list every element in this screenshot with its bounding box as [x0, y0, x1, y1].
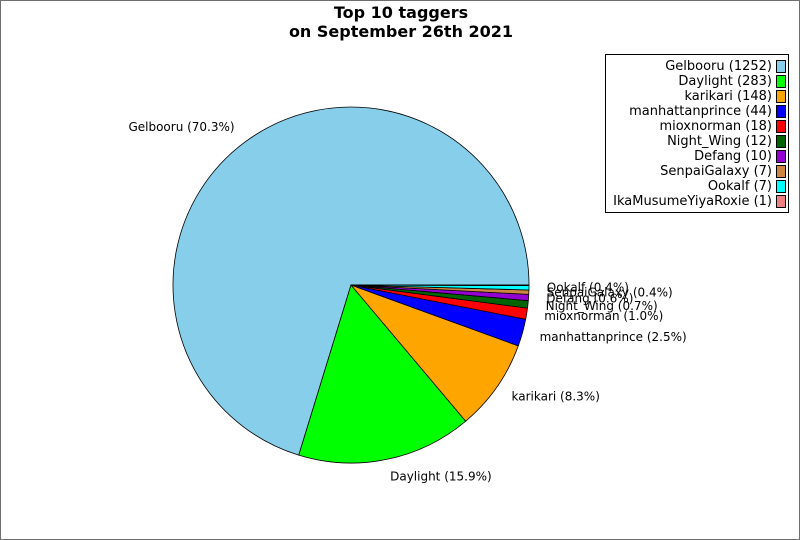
legend-swatch: [776, 120, 786, 133]
legend-swatch: [776, 90, 786, 103]
legend-swatch: [776, 105, 786, 118]
legend-item: IkaMusumeYiyaRoxie (1): [606, 194, 788, 209]
legend-label: manhattanprince (44): [629, 104, 772, 119]
chart-legend: Gelbooru (1252) Daylight (283) karikari (1…: [605, 54, 789, 213]
legend-label: Ookalf (7): [707, 179, 772, 194]
legend-label: Daylight (283): [678, 74, 772, 89]
legend-item: SenpaiGalaxy (7): [606, 164, 788, 179]
slice-label-night-wing: Night_Wing (0.7%): [546, 299, 658, 313]
legend-item: Defang (10): [606, 149, 788, 164]
chart-title-line-1: Top 10 taggers: [333, 3, 469, 22]
legend-label: SenpaiGalaxy (7): [660, 164, 772, 179]
legend-item: Ookalf (7): [606, 179, 788, 194]
pie-slice-daylight: [298, 284, 467, 464]
legend-label: Gelbooru (1252): [665, 59, 772, 74]
legend-label: Defang (10): [694, 149, 772, 164]
legend-label: IkaMusumeYiyaRoxie (1): [613, 194, 772, 209]
slice-label-defang: Defang (0.6%): [546, 291, 633, 305]
legend-swatch: [776, 75, 786, 88]
legend-label: Night_Wing (12): [667, 134, 772, 149]
legend-item: manhattanprince (44): [606, 104, 788, 119]
legend-swatch: [776, 135, 786, 148]
legend-swatch: [776, 60, 786, 73]
slice-label-karikari: karikari (8.3%): [512, 390, 600, 404]
legend-label: mioxnorman (18): [659, 119, 772, 134]
legend-swatch: [776, 165, 786, 178]
legend-item: Gelbooru (1252): [606, 59, 788, 74]
legend-item: Night_Wing (12): [606, 134, 788, 149]
slice-label-ookalf: Ookalf (0.4%): [547, 281, 629, 295]
slice-label-gelbooru: Gelbooru (70.3%): [128, 120, 234, 134]
legend-swatch: [776, 195, 786, 208]
pie-labels: Gelbooru (70.3%) Daylight (15.9%) karikari…: [128, 120, 686, 483]
pie-slice-ikamusumeyiyaroxie: [350, 284, 530, 287]
pie-slice-gelbooru: [172, 106, 530, 456]
legend-swatch: [776, 180, 786, 193]
slice-label-mioxnorman: mioxnorman (1.0%): [544, 309, 663, 323]
slice-label-daylight: Daylight (15.9%): [390, 469, 492, 483]
pie-slices: [172, 106, 530, 464]
slice-label-manhattanprince: manhattanprince (2.5%): [540, 330, 687, 344]
legend-swatch: [776, 150, 786, 163]
legend-item: karikari (148): [606, 89, 788, 104]
legend-item: Daylight (283): [606, 74, 788, 89]
slice-label-senpaigalaxy: SenpaiGalaxy (0.4%): [547, 285, 673, 299]
legend-item: mioxnorman (18): [606, 119, 788, 134]
legend-label: karikari (148): [684, 89, 772, 104]
chart-title-line-2: on September 26th 2021: [288, 22, 514, 41]
pie-slice-karikari: [350, 284, 519, 422]
chart-title: Top 10 taggers on September 26th 2021: [201, 3, 601, 41]
